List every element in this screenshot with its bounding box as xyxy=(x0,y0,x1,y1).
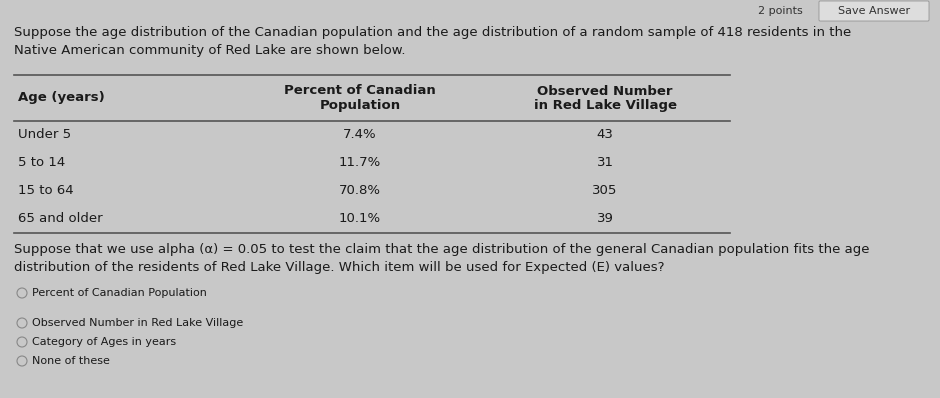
Text: 10.1%: 10.1% xyxy=(339,213,381,226)
Text: 7.4%: 7.4% xyxy=(343,129,377,142)
Text: 43: 43 xyxy=(597,129,614,142)
Text: 15 to 64: 15 to 64 xyxy=(18,185,73,197)
Text: Observed Number: Observed Number xyxy=(538,85,673,98)
Text: Suppose the age distribution of the Canadian population and the age distribution: Suppose the age distribution of the Cana… xyxy=(14,26,852,57)
Text: Observed Number in Red Lake Village: Observed Number in Red Lake Village xyxy=(32,318,243,328)
Text: 70.8%: 70.8% xyxy=(339,185,381,197)
Text: Save Answer: Save Answer xyxy=(838,6,910,16)
Text: 65 and older: 65 and older xyxy=(18,213,102,226)
Text: Under 5: Under 5 xyxy=(18,129,71,142)
Text: Category of Ages in years: Category of Ages in years xyxy=(32,337,176,347)
Text: 5 to 14: 5 to 14 xyxy=(18,156,65,170)
Text: 31: 31 xyxy=(597,156,614,170)
Text: 39: 39 xyxy=(597,213,614,226)
Text: Age (years): Age (years) xyxy=(18,92,104,105)
Text: Percent of Canadian
Population: Percent of Canadian Population xyxy=(284,84,436,113)
FancyBboxPatch shape xyxy=(819,1,929,21)
Text: in Red Lake Village: in Red Lake Village xyxy=(534,99,677,112)
Text: 2 points: 2 points xyxy=(758,6,803,16)
Text: 11.7%: 11.7% xyxy=(339,156,381,170)
Text: 305: 305 xyxy=(592,185,618,197)
Text: None of these: None of these xyxy=(32,356,110,366)
Text: Suppose that we use alpha (α) = 0.05 to test the claim that the age distribution: Suppose that we use alpha (α) = 0.05 to … xyxy=(14,243,870,273)
Text: Percent of Canadian Population: Percent of Canadian Population xyxy=(32,288,207,298)
